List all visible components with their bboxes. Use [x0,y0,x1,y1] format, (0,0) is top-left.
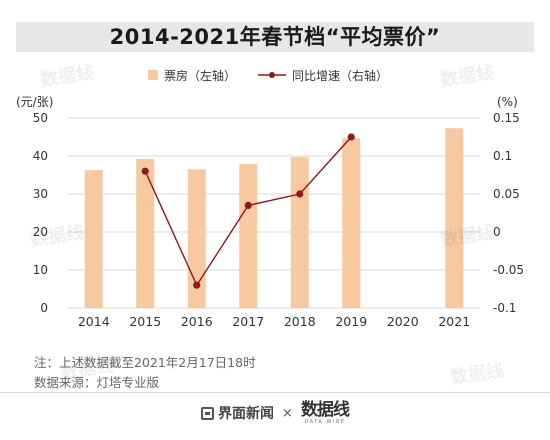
y-right-tick-label: 0.15 [493,111,520,125]
bar [445,128,464,308]
title-background [16,22,534,52]
footer: 界面新闻 × 数据线 DATA WIRE [0,398,550,428]
left-axis-unit: (元/张) [16,95,53,109]
y-left-tick-label: 0 [40,301,48,315]
y-right-tick-label: -0.1 [493,301,516,315]
datawire-logo-text: 数据线 [300,399,350,420]
chart: 票房（左轴） 同比增速（右轴） (元/张) (%) 0 10 20 30 40 50 -0.1 -0.… [16,68,524,329]
note-cutoff: 注：上述数据截至2021年2月17日18时 [34,355,256,370]
legend-bar-label: 票房（左轴） [164,68,236,83]
right-axis-unit: (%) [497,95,518,109]
footer-divider [0,392,550,393]
x-tick-label: 2015 [129,314,161,329]
y-left-tick-label: 40 [33,149,48,163]
x-tick-label: 2014 [78,314,110,329]
x-tick-label: 2021 [438,314,470,329]
y-left-tick-label: 30 [33,187,48,201]
growth-point [244,201,252,209]
y-right-tick-label: 0.1 [493,149,512,163]
x-tick-label: 2016 [181,314,213,329]
chart-title: 2014-2021年春节档“平均票价” [109,25,441,49]
y-left-tick-label: 20 [33,225,48,239]
legend-bar-swatch [148,70,158,80]
jiemian-logo-text: 界面新闻 [218,406,275,422]
y-right-tick-label: -0.05 [493,263,524,277]
y-right-tick-label: 0 [493,225,501,239]
y-left-tick-label: 10 [33,263,48,277]
legend-line-marker [269,72,275,78]
bar [290,157,309,308]
bar [239,163,258,308]
legend-line-label: 同比增速（右轴） [292,68,388,83]
x-tick-label: 2020 [387,314,419,329]
jiemian-logo: 界面新闻 [201,403,274,423]
x-tick-label: 2019 [335,314,367,329]
bar [84,170,103,308]
times-sign: × [282,405,293,421]
y-left-tick-label: 50 [33,111,48,125]
growth-point [193,281,201,289]
note-source: 数据来源：灯塔专业版 [34,375,160,390]
watermark: 数据线 [449,360,506,389]
x-tick-label: 2017 [232,314,264,329]
datawire-logo: 数据线 DATA WIRE [300,399,350,425]
bar [187,169,206,308]
jiemian-icon [201,406,215,420]
growth-point [296,190,304,198]
bar [342,138,361,308]
x-tick-label: 2018 [284,314,316,329]
bar [136,159,155,308]
growth-point [347,133,355,141]
datawire-logo-subtext: DATA WIRE [304,418,346,425]
growth-point [141,167,149,175]
y-right-tick-label: 0.05 [493,187,520,201]
